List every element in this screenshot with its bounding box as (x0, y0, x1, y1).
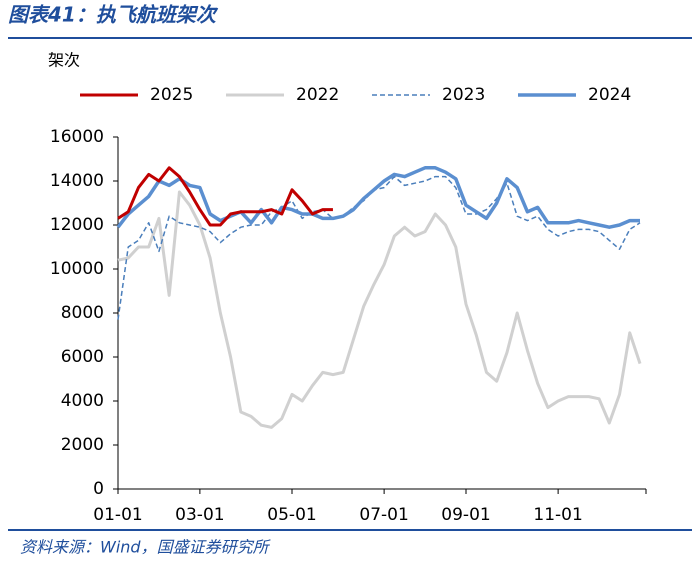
y-tick-label: 8000 (61, 303, 104, 323)
x-tick-label: 09-01 (441, 505, 490, 525)
legend-label: 2022 (296, 85, 339, 105)
series-line (117, 166, 333, 227)
y-tick-label: 2000 (61, 435, 104, 455)
y-tick-label: 10000 (50, 259, 104, 279)
legend-label: 2024 (588, 85, 631, 105)
x-tick-label: 05-01 (267, 505, 316, 525)
legend-label: 2025 (150, 85, 193, 105)
legend-label: 2023 (442, 85, 485, 105)
series-line (117, 190, 642, 429)
y-tick-label: 4000 (61, 391, 104, 411)
x-tick-label: 03-01 (175, 505, 224, 525)
y-tick-label: 14000 (50, 171, 104, 191)
y-tick-label: 6000 (61, 347, 104, 367)
source-note: 资料来源：Wind，国盛证券研究所 (20, 538, 272, 557)
y-tick-label: 0 (93, 479, 104, 499)
y-tick-label: 12000 (50, 215, 104, 235)
x-tick-label: 01-01 (93, 505, 142, 525)
x-tick-label: 11-01 (533, 505, 582, 525)
y-axis-label: 架次 (48, 51, 80, 70)
y-tick-label: 16000 (50, 127, 104, 147)
x-tick-label: 07-01 (359, 505, 408, 525)
series-line (117, 175, 641, 320)
chart-title: 图表41：执飞航班架次 (8, 3, 219, 27)
series-line (116, 166, 640, 229)
